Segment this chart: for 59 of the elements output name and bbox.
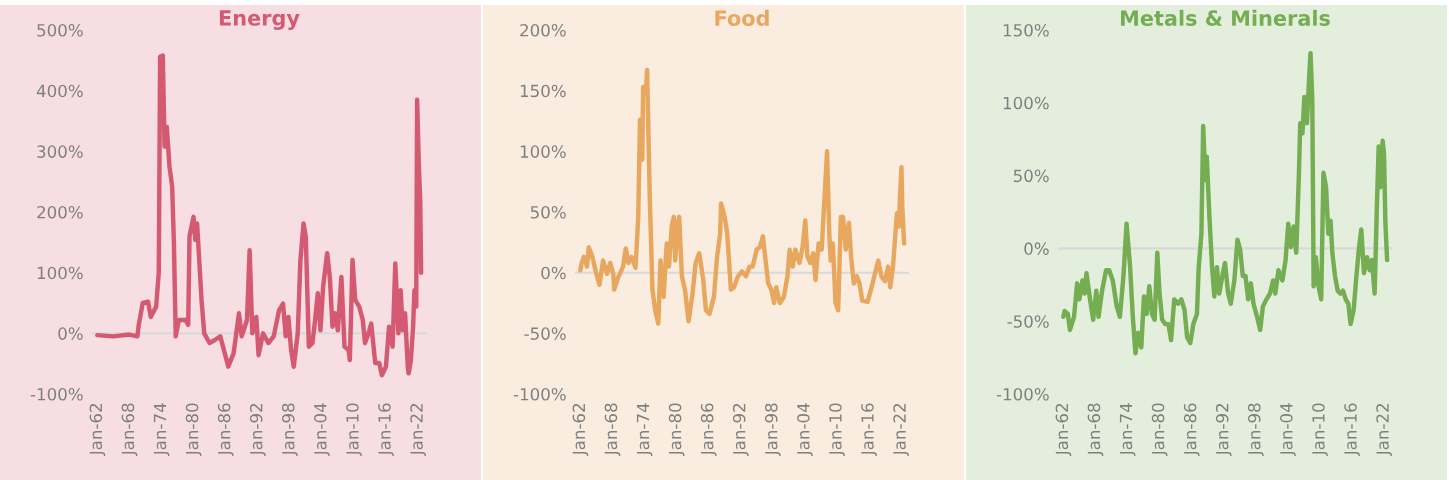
y-tick-label: 0% [58,327,83,340]
y-tick-label: 0% [1024,242,1049,255]
x-tick-label: Jan-80 [1151,403,1168,457]
y-tick-label: 500% [37,23,83,37]
x-tick-label: Jan-80 [668,403,685,457]
chart-title: Metals & Minerals [1121,9,1330,26]
x-tick-label: Jan-68 [121,403,138,457]
y-tick-label: -100% [513,387,566,401]
x-tick-label: Jan-74 [153,403,170,457]
y-tick-label: 100% [520,145,566,158]
x-tick-label: Jan-98 [281,403,298,457]
y-tick-label: 150% [520,84,566,98]
x-tick-label: Jan-68 [604,403,621,457]
x-tick-label: Jan-22 [893,404,909,457]
x-tick-label: Jan-22 [1376,404,1392,457]
x-tick-label: Jan-04 [797,403,813,457]
y-tick-label: 200% [520,23,566,37]
y-tick-label: 0% [541,266,566,280]
x-tick-label: Jan-62 [572,404,589,457]
x-tick-label: Jan-62 [1055,404,1072,457]
y-tick-label: 50% [1013,169,1049,183]
x-tick-label: Jan-04 [314,403,330,457]
x-tick-label: Jan-16 [861,403,877,457]
x-tick-label: Jan-22 [410,404,426,457]
line-series [1061,51,1390,356]
y-tick-label: 400% [36,84,83,98]
x-tick-label: Jan-16 [378,403,394,457]
y-tick-label: -50% [524,327,566,340]
line-series [95,53,424,378]
x-tick-label: Jan-74 [1119,403,1136,457]
x-tick-label: Jan-10 [1312,403,1328,457]
x-tick-label: Jan-92 [249,404,266,457]
x-tick-label: Jan-92 [1215,404,1232,457]
chart-title: Energy [219,10,300,30]
line-series [578,67,907,326]
y-tick-label: 100% [37,266,83,280]
x-tick-label: Jan-04 [1280,403,1296,457]
x-tick-label: Jan-16 [1344,403,1360,457]
y-tick-label: 200% [37,205,83,219]
x-tick-label: Jan-74 [636,403,653,457]
x-tick-label: Jan-86 [1183,403,1200,457]
y-tick-label: 300% [37,145,83,158]
x-tick-label: Jan-86 [217,403,234,457]
x-tick-label: Jan-62 [89,404,106,457]
x-tick-label: Jan-10 [346,403,362,457]
y-tick-label: 50% [530,205,566,219]
y-tick-label: -50% [1007,315,1049,328]
y-tick-label: -100% [996,387,1049,401]
y-tick-label: -100% [30,387,83,401]
x-tick-label: Jan-10 [829,403,845,457]
x-tick-label: Jan-86 [700,403,717,457]
x-tick-label: Jan-98 [764,403,781,457]
x-tick-label: Jan-92 [732,404,749,457]
y-tick-label: 100% [1003,96,1049,110]
x-tick-label: Jan-68 [1087,403,1104,457]
chart-title: Food [715,9,769,26]
x-tick-label: Jan-98 [1247,403,1264,457]
y-tick-label: 150% [1003,23,1049,37]
x-tick-label: Jan-80 [185,403,202,457]
